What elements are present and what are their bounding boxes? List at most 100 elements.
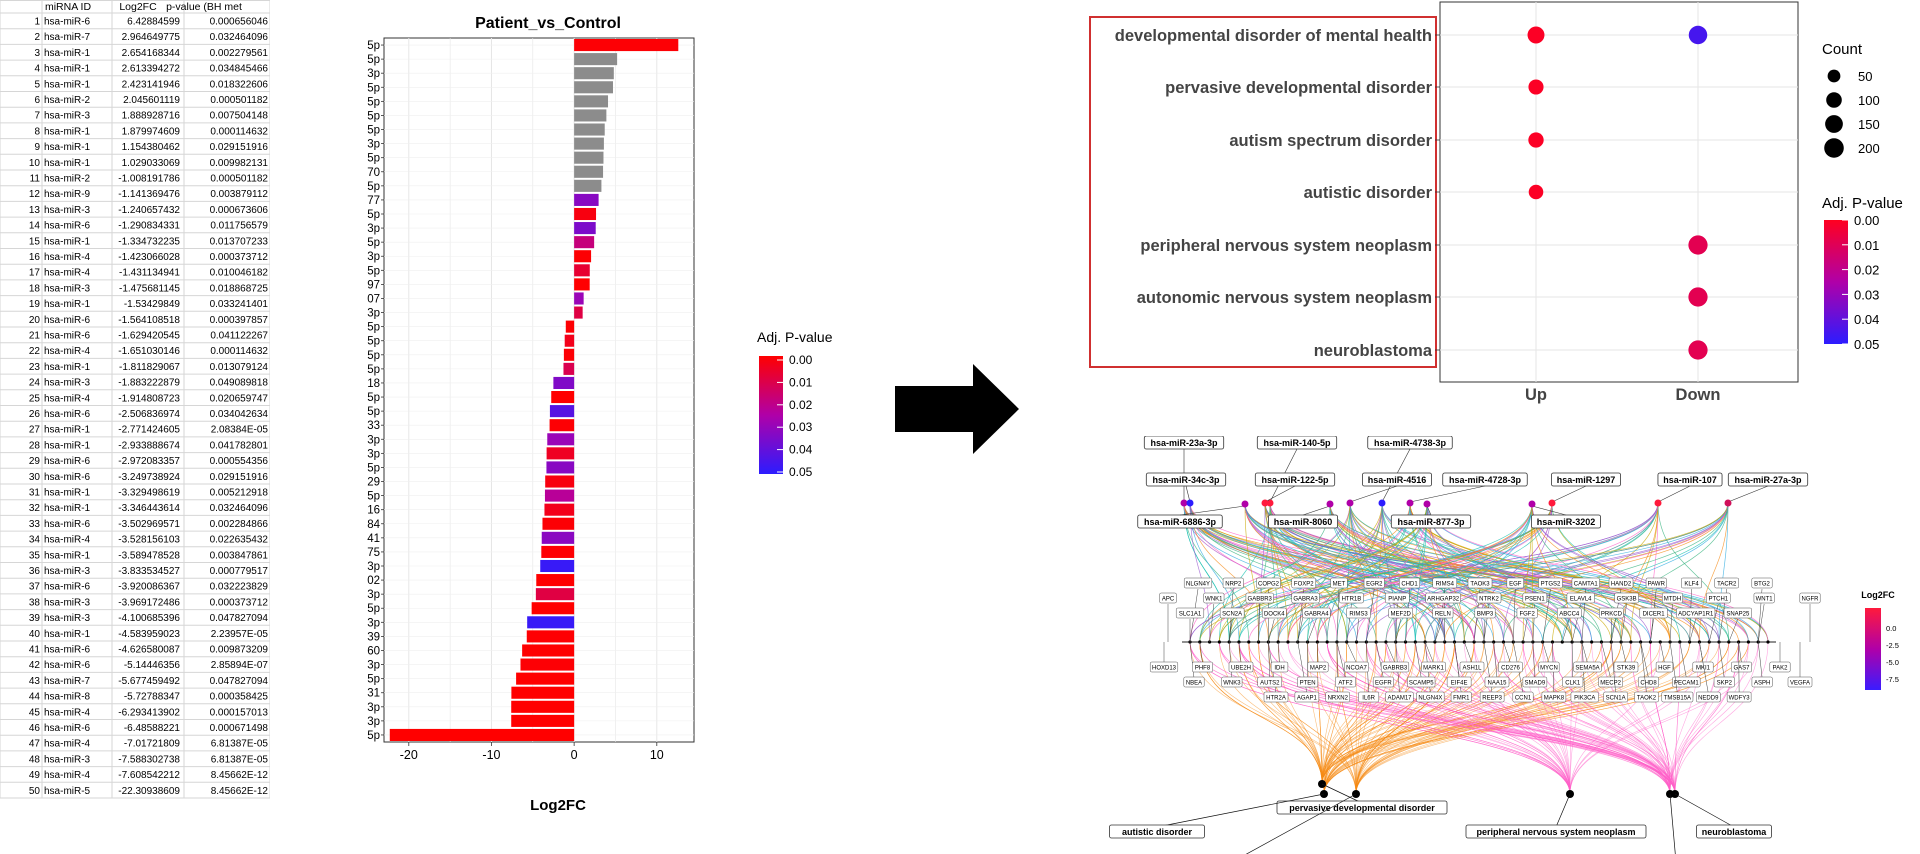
bar-x-tick-label: -20 [400, 748, 418, 762]
table-cell-pvalue: 0.000397857 [210, 315, 269, 326]
dot-legend-tick-label: 0.05 [1854, 337, 1879, 352]
network-edge [1610, 502, 1729, 643]
network-disease-label-box [1465, 824, 1647, 839]
network-gene-label-box [1522, 592, 1548, 604]
count-legend: 50 100 150 200 [1824, 69, 1880, 158]
network-gene-node: GABRB3 [1380, 641, 1410, 673]
network-gene-label: SKP2 [1717, 681, 1733, 687]
table-row: 18 hsa-miR-3 -1.475681145 0.018868725 [29, 283, 269, 294]
network-mirna-leader [1185, 485, 1191, 503]
network-gene-label-box [1339, 592, 1364, 604]
table-cell-pvalue: 0.009873209 [210, 645, 269, 656]
network-edge [1657, 502, 1730, 643]
network-gene-leader [1513, 588, 1516, 643]
network-gene-label-box [1175, 607, 1205, 619]
table-cell-log2fc: -4.100685396 [118, 613, 180, 624]
network-mirna-label: hsa-miR-3202 [1537, 517, 1596, 527]
network-gene-label: CD276 [1501, 666, 1520, 672]
network-gene-leader [1336, 641, 1346, 679]
network-gene-node: DOCK4 [1262, 607, 1287, 643]
table-cell-log2fc: 1.888928716 [122, 111, 181, 122]
network-gene-label-box [1634, 691, 1659, 703]
network-mirna-dot [1346, 499, 1354, 507]
table-row: 43 hsa-miR-7 -5.677459492 0.047827094 [29, 676, 269, 687]
network-gene-dot [1207, 640, 1212, 644]
network-mirna-dot [1548, 499, 1556, 507]
network-gene-node: MAP2 [1307, 641, 1329, 673]
bar-category-label: 5p [367, 730, 380, 742]
network-gene-label: COPG2 [1258, 582, 1280, 588]
bar-category-label: 5p [367, 110, 380, 122]
network-gene-dot [1550, 640, 1555, 644]
table-cell-log2fc: -1.290834331 [118, 221, 180, 232]
network-gene-node: EGFR [1372, 641, 1394, 688]
table-cell-mirna: hsa-miR-5 [44, 786, 91, 797]
network-edge [1552, 502, 1659, 643]
table-cell-mirna: hsa-miR-6 [44, 582, 91, 593]
network-gene-label-box [1346, 607, 1371, 619]
network-gene-leader [1317, 641, 1319, 664]
table-row: 38 hsa-miR-3 -3.969172486 0.000373712 [29, 597, 269, 608]
network-gene-dot [1384, 640, 1388, 644]
dot-y-label: autistic disorder [1304, 184, 1433, 202]
network-gene-label-box [1614, 592, 1639, 604]
network-gene-leader [1757, 603, 1765, 643]
bar-category-label: 5p [367, 603, 380, 615]
network-gene-node: NRXN2 [1325, 641, 1350, 703]
table-cell-mirna: hsa-miR-6 [44, 519, 91, 530]
mirna-gene-disease-network: hsa-miR-23a-3p hsa-miR-140-5p hsa-miR-4738… [1109, 436, 1899, 854]
network-disease-leader [1156, 793, 1325, 828]
table-row: 45 hsa-miR-4 -6.293413902 0.000157013 [29, 707, 269, 718]
table-cell-mirna: hsa-miR-4 [44, 535, 91, 546]
table-cell-pvalue: 0.018322606 [210, 79, 269, 90]
network-gene-label: IL6R [1362, 696, 1375, 702]
bar [541, 531, 575, 544]
arrow-icon [895, 364, 1019, 454]
network-gene-label-box [1769, 661, 1791, 673]
network-gene-leader [1620, 641, 1627, 664]
table-cell-index: 43 [29, 676, 41, 687]
network-gene-dot [1629, 640, 1633, 644]
dot-point [1528, 79, 1544, 95]
bar [536, 574, 575, 587]
network-gene-label-box [1706, 592, 1731, 604]
network-gene-node: RELN [1432, 607, 1454, 643]
network-gene-label: SEMA5A [1575, 666, 1599, 672]
table-cell-index: 31 [29, 488, 41, 499]
table-cell-index: 40 [29, 629, 41, 640]
network-gene-leader [1679, 641, 1687, 679]
network-gene-dot [1746, 640, 1751, 644]
network-gene-label: EGF [1509, 582, 1522, 588]
network-gene-leader [1699, 641, 1709, 694]
network-gene-leader [1209, 603, 1215, 643]
table-row: 49 hsa-miR-4 -7.608542212 8.45662E-12 [29, 770, 269, 781]
network-gene-dot [1462, 640, 1466, 644]
table-cell-pvalue: 0.034042634 [210, 409, 269, 420]
table-cell-index: 4 [34, 64, 40, 75]
table-cell-log2fc: 2.423141946 [122, 79, 181, 90]
dot-point [1688, 235, 1708, 255]
table-cell-pvalue: 0.011756579 [210, 221, 268, 232]
table-cell-pvalue: 8.45662E-12 [211, 770, 269, 781]
table-cell-index: 24 [29, 378, 41, 389]
network-gene-dot [1227, 640, 1231, 644]
dot-x-label: Up [1525, 386, 1547, 404]
bar [541, 545, 575, 558]
table-cell-mirna: hsa-miR-7 [44, 32, 91, 43]
network-gene-label: BMP3 [1477, 612, 1494, 618]
table-cell-pvalue: 0.000656046 [210, 17, 269, 28]
network-gene-label: PTEN [1300, 681, 1316, 687]
table-cell-mirna: hsa-miR-3 [44, 613, 91, 624]
network-gene-label-box [1245, 592, 1274, 604]
table-row: 30 hsa-miR-6 -3.249738924 0.029151916 [29, 472, 269, 483]
table-cell-index: 28 [29, 440, 41, 451]
network-mirna-node: hsa-miR-4516 [1346, 472, 1432, 507]
network-gene-label: PTCH1 [1708, 597, 1728, 603]
table-cell-pvalue: 0.007504148 [210, 111, 269, 122]
network-mirna-dot [1406, 499, 1414, 507]
network-gene-label: NLGN4Y [1186, 582, 1210, 588]
network-disease-leader [1674, 793, 1735, 828]
table-cell-pvalue: 0.032464096 [210, 32, 269, 43]
network-gene-node: TMSB15A [1661, 641, 1694, 703]
network-gene-label-box [1474, 607, 1496, 619]
